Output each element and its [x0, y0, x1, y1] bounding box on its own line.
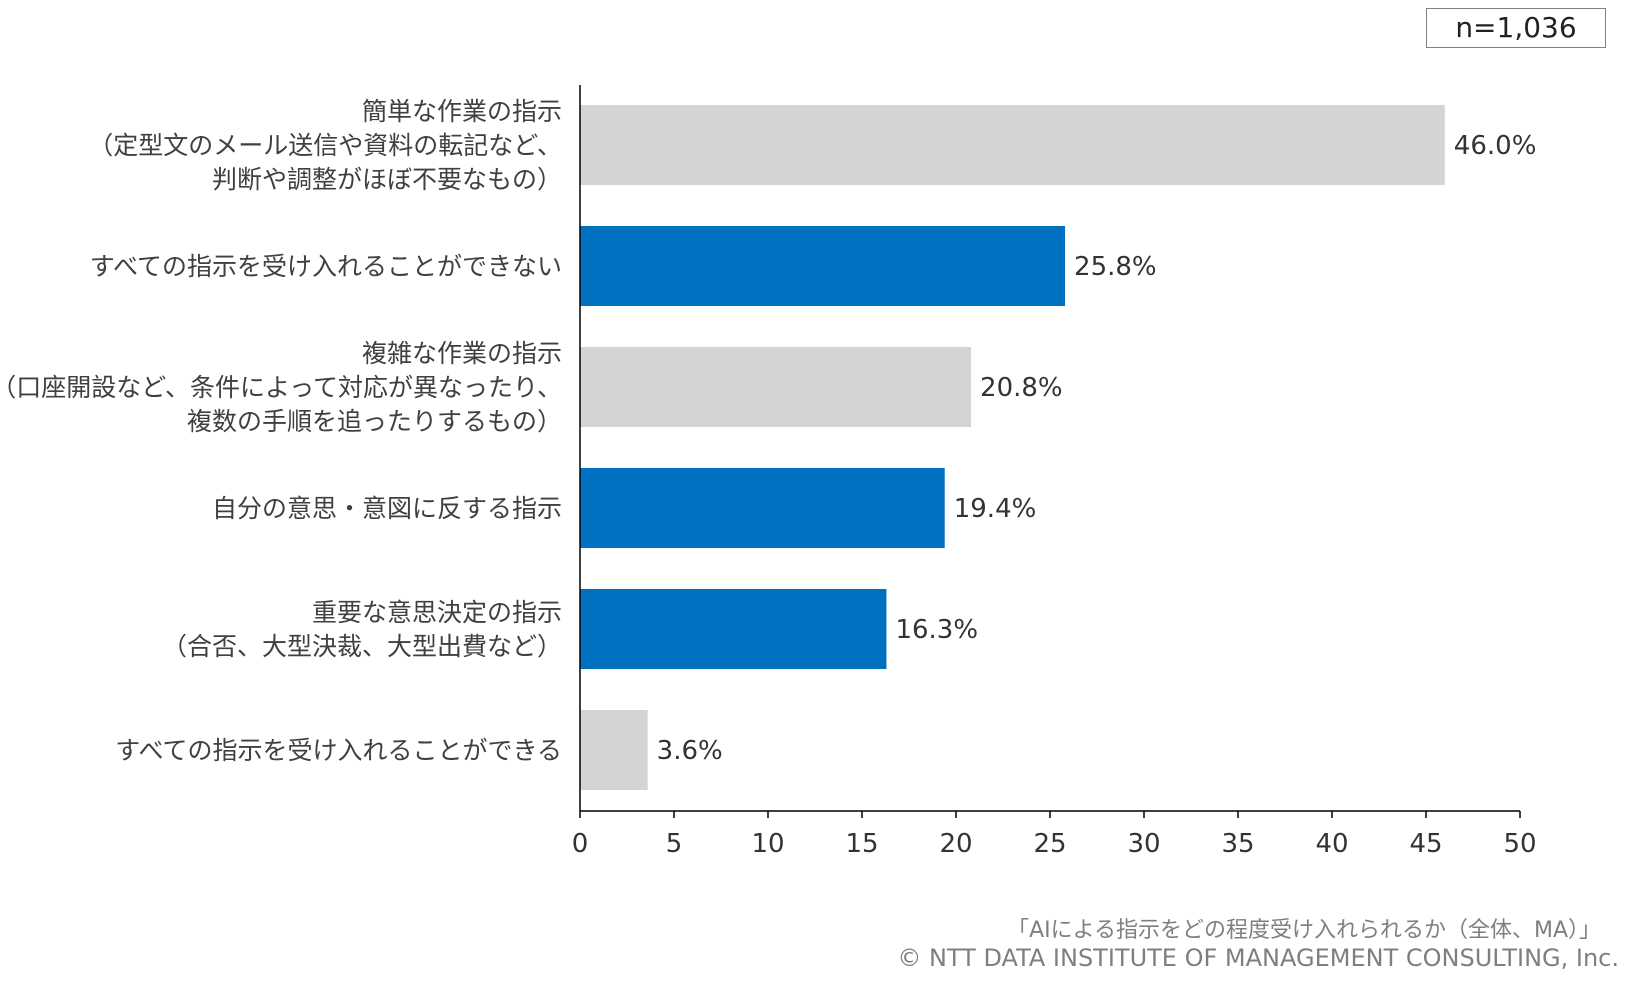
category-label-3-line-0: 自分の意思・意図に反する指示	[212, 494, 562, 523]
value-label-1: 25.8%	[1074, 252, 1157, 282]
category-label-5-line-0: すべての指示を受け入れることができる	[115, 736, 562, 765]
bar-0	[580, 105, 1445, 185]
category-label-1: すべての指示を受け入れることができない	[90, 252, 562, 281]
bar-3	[580, 468, 945, 548]
category-label-0-line-2: 判断や調整がほぼ不要なもの）	[212, 165, 562, 194]
category-label-2: 複雑な作業の指示 （口座開設など、条件によって対応が異なったり、複数の手順を追った…	[0, 339, 562, 436]
category-label-2-line-1: （口座開設など、条件によって対応が異なったり、	[0, 373, 562, 402]
category-label-4-line-0: 重要な意思決定の指示	[312, 598, 562, 627]
axis-layer: 0 5 10 15 20 25 30 35 40 45 50	[572, 85, 1537, 859]
x-tick-label-10: 50	[1503, 829, 1536, 859]
value-label-5: 3.6%	[657, 736, 723, 766]
x-tick-label-5: 25	[1033, 829, 1066, 859]
sample-size-box: n=1,036	[1426, 8, 1606, 48]
x-tick-label-9: 45	[1409, 829, 1442, 859]
value-labels-layer: 46.0% 25.8% 20.8% 19.4% 16.3% 3.6%	[657, 131, 1537, 766]
category-label-4: 重要な意思決定の指示 （合否、大型決裁、大型出費など）	[162, 598, 562, 661]
bar-5	[580, 710, 648, 790]
category-label-5: すべての指示を受け入れることができる	[115, 736, 562, 765]
category-label-4-line-1: （合否、大型決裁、大型出費など）	[162, 632, 562, 661]
value-label-2: 20.8%	[980, 373, 1063, 403]
x-tick-label-7: 35	[1221, 829, 1254, 859]
x-tick-label-6: 30	[1127, 829, 1160, 859]
category-label-1-line-0: すべての指示を受け入れることができない	[90, 252, 562, 281]
footer-caption: 「AIによる指示をどの程度受け入れられるか（全体、MA）」	[1007, 918, 1601, 943]
x-tick-label-1: 5	[666, 829, 683, 859]
footer-copyright: © NTT DATA INSTITUTE OF MANAGEMENT CONSU…	[897, 944, 1619, 972]
bar-4	[580, 589, 887, 669]
bar-2	[580, 347, 972, 427]
bars-layer	[580, 105, 1445, 790]
x-tick-label-0: 0	[572, 829, 589, 859]
category-label-2-line-2: 複数の手順を追ったりするもの）	[187, 407, 562, 436]
x-tick-label-4: 20	[939, 829, 972, 859]
value-label-3: 19.4%	[954, 494, 1037, 524]
category-labels-layer: 簡単な作業の指示 （定型文のメール送信や資料の転記など、判断や調整がほぼ不要なもの…	[0, 97, 562, 765]
category-label-3: 自分の意思・意図に反する指示	[212, 494, 562, 523]
category-label-0-line-0: 簡単な作業の指示	[362, 97, 562, 126]
bar-1	[580, 226, 1066, 306]
category-label-0: 簡単な作業の指示 （定型文のメール送信や資料の転記など、判断や調整がほぼ不要なもの…	[88, 97, 562, 194]
x-tick-label-8: 40	[1315, 829, 1348, 859]
value-label-4: 16.3%	[895, 615, 978, 645]
category-label-0-line-1: （定型文のメール送信や資料の転記など、	[88, 131, 562, 160]
x-tick-label-3: 15	[845, 829, 878, 859]
x-tick-label-2: 10	[751, 829, 784, 859]
category-label-2-line-0: 複雑な作業の指示	[362, 339, 562, 368]
value-label-0: 46.0%	[1454, 131, 1537, 161]
